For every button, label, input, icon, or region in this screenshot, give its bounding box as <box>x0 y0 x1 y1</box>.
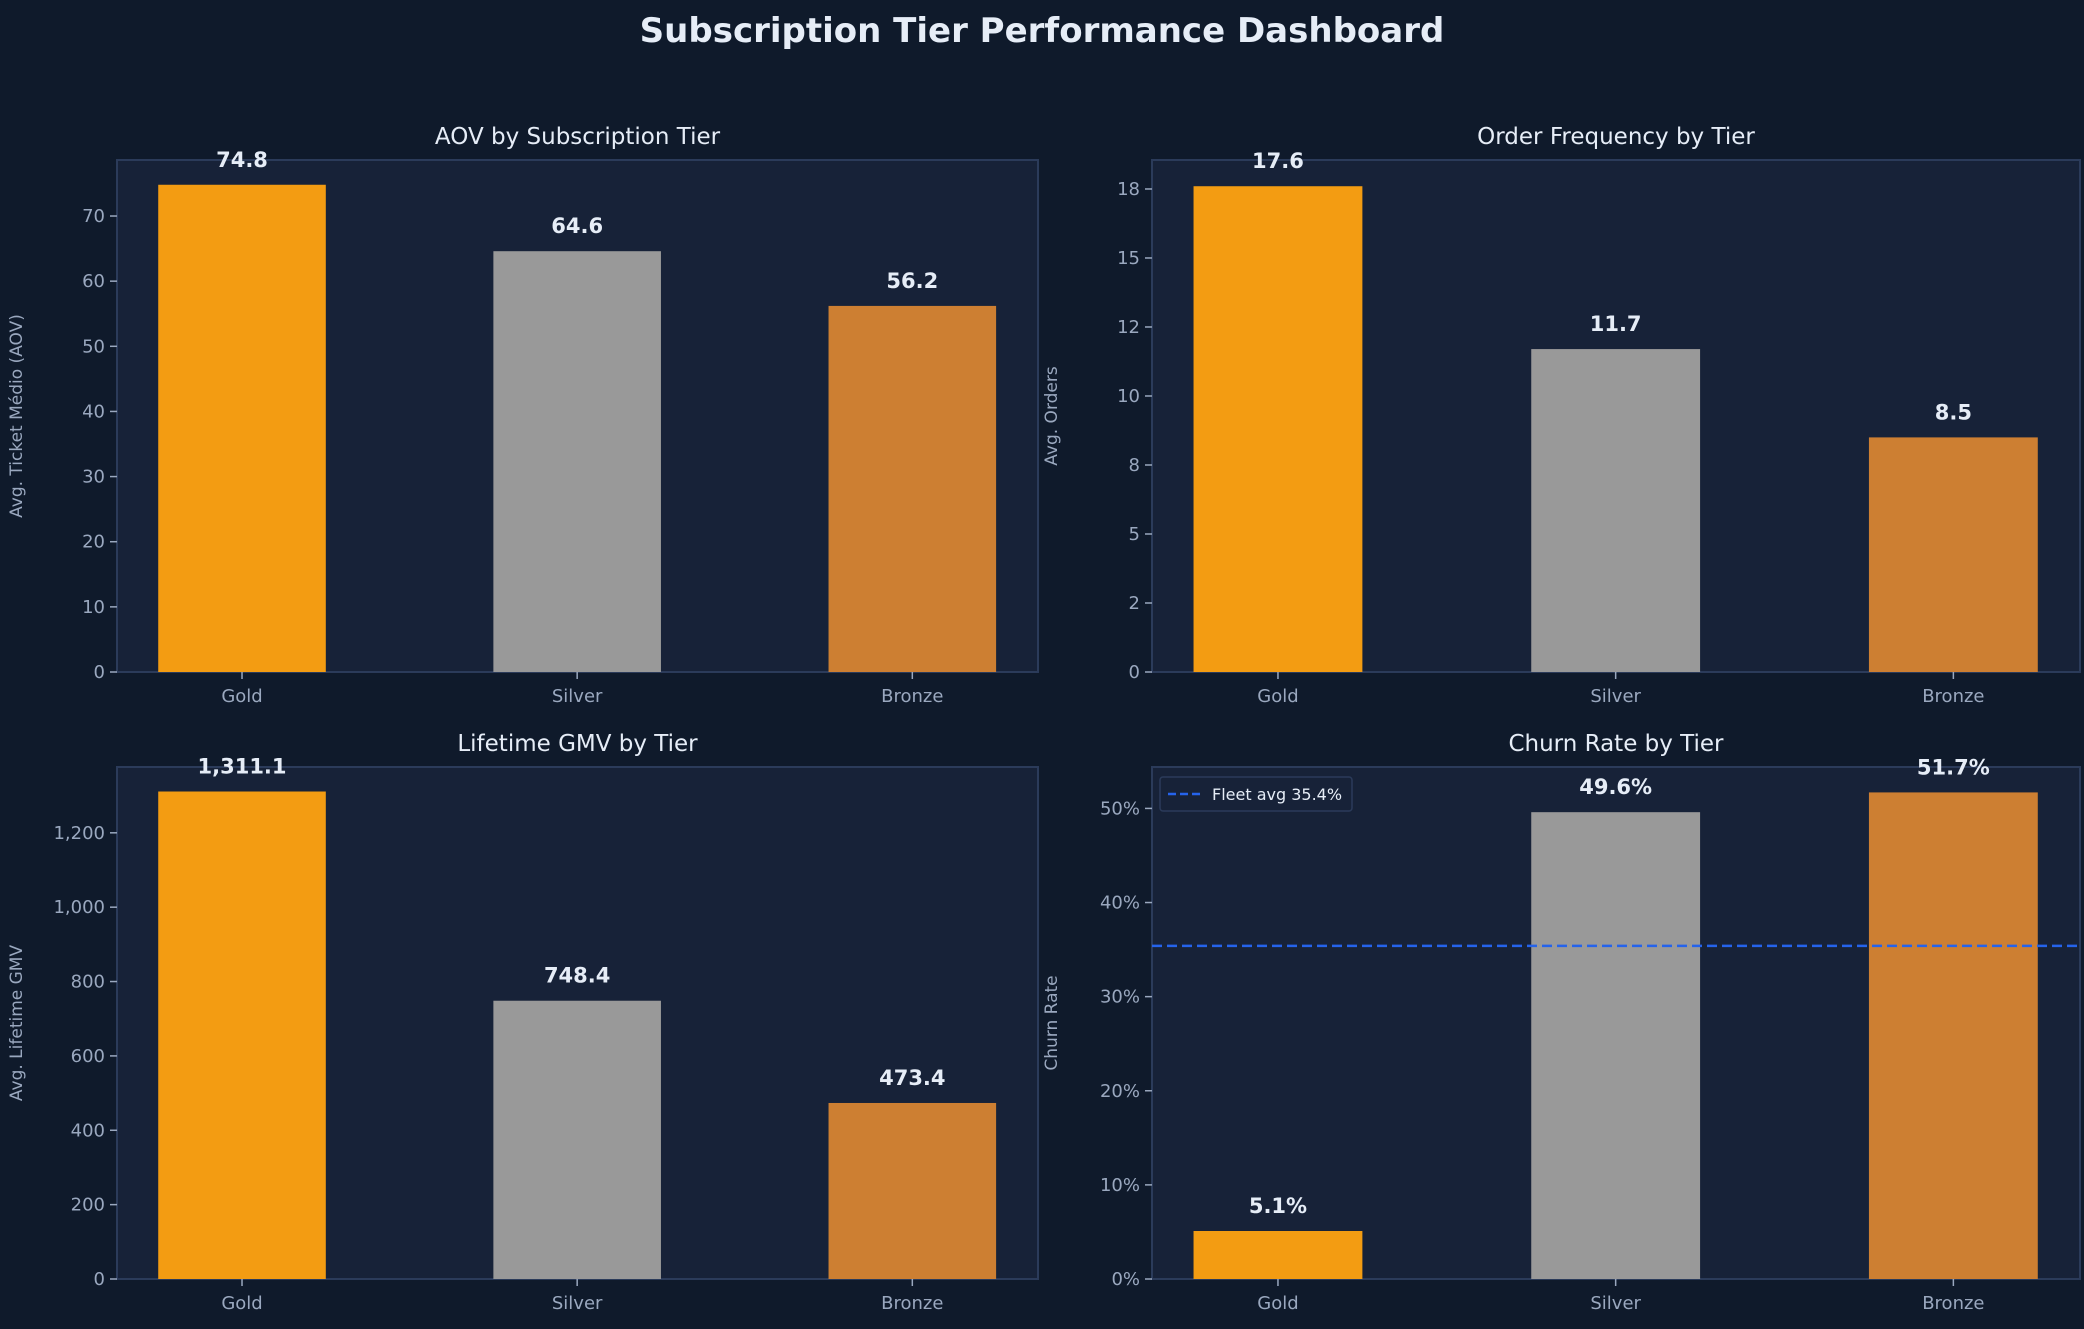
y-tick-label: 0% <box>1111 1269 1140 1290</box>
subplot-4: Churn Rate by Tier Churn Rate 0% 10% 20% 30% 4… <box>1042 731 2081 1314</box>
y-tick-label: 30% <box>1100 987 1140 1008</box>
bar-value-label: 74.8 <box>216 148 268 172</box>
bar-value-label: 748.4 <box>544 964 610 988</box>
y-tick-label: 600 <box>71 1046 105 1067</box>
subplot-3: Lifetime GMV by Tier Avg. Lifetime GMV 0 20… <box>7 731 1039 1314</box>
y-tick-label: 20% <box>1100 1081 1140 1102</box>
x-tick-label: Silver <box>552 686 603 707</box>
x-tick-label: Gold <box>1257 1293 1298 1314</box>
subplot-2: Order Frequency by Tier Avg. Orders 0 2 5 8 10… <box>1042 124 2081 707</box>
bar-silver <box>1531 812 1701 1279</box>
y-tick-label: 12 <box>1117 317 1140 338</box>
y-tick-label: 60 <box>82 271 105 292</box>
y-tick-label: 0 <box>94 662 105 683</box>
x-tick-label: Gold <box>221 1293 262 1314</box>
bar-gold <box>158 184 326 672</box>
y-axis-label: Avg. Ticket Médio (AOV) <box>7 314 27 518</box>
bar-gold <box>158 791 326 1279</box>
x-tick-label: Gold <box>221 686 262 707</box>
y-tick-label: 10 <box>1117 386 1140 407</box>
y-axis-label: Avg. Orders <box>1042 366 1062 466</box>
bar-value-label: 49.6% <box>1579 775 1652 799</box>
dashboard-title: Subscription Tier Performance Dashboard <box>640 11 1445 51</box>
x-tick-label: Silver <box>1590 686 1641 707</box>
y-tick-label: 10% <box>1100 1175 1140 1196</box>
subplot-1: AOV by Subscription Tier Avg. Ticket Médi… <box>7 124 1039 707</box>
bar-value-label: 64.6 <box>551 214 603 238</box>
y-axis-label: Avg. Lifetime GMV <box>7 945 27 1102</box>
y-tick-label: 50 <box>82 336 105 357</box>
y-tick-label: 2 <box>1129 593 1140 614</box>
bar-silver <box>493 251 661 672</box>
x-tick-label: Silver <box>1590 1293 1641 1314</box>
bar-value-label: 17.6 <box>1252 149 1304 173</box>
subplot-title: Churn Rate by Tier <box>1508 731 1724 757</box>
y-tick-label: 800 <box>71 972 105 993</box>
subplot-title: Order Frequency by Tier <box>1477 124 1755 150</box>
y-tick-label: 70 <box>82 206 105 227</box>
y-tick-label: 0 <box>94 1269 105 1290</box>
y-tick-label: 8 <box>1129 455 1140 476</box>
y-tick-label: 15 <box>1117 248 1140 269</box>
subplot-title: AOV by Subscription Tier <box>435 124 721 150</box>
x-tick-label: Bronze <box>881 1293 943 1314</box>
bar-gold <box>1193 186 1363 673</box>
bar-bronze <box>1868 437 2038 672</box>
bar-value-label: 473.4 <box>879 1066 945 1090</box>
bar-value-label: 56.2 <box>886 269 938 293</box>
bar-value-label: 51.7% <box>1917 755 1990 779</box>
bar-value-label: 5.1% <box>1249 1194 1307 1218</box>
y-axis-label: Churn Rate <box>1042 975 1062 1070</box>
y-tick-label: 40% <box>1100 893 1140 914</box>
y-tick-label: 400 <box>71 1120 105 1141</box>
x-tick-label: Bronze <box>1922 1293 1984 1314</box>
y-tick-label: 18 <box>1117 179 1140 200</box>
x-tick-label: Bronze <box>1922 686 1984 707</box>
y-tick-label: 1,000 <box>53 897 105 918</box>
x-tick-label: Gold <box>1257 686 1298 707</box>
x-tick-label: Bronze <box>881 686 943 707</box>
bar-silver <box>493 1000 661 1279</box>
y-tick-label: 1,200 <box>53 823 105 844</box>
y-tick-label: 50% <box>1100 798 1140 819</box>
subplot-title: Lifetime GMV by Tier <box>457 731 698 757</box>
bar-value-label: 1,311.1 <box>198 755 287 779</box>
bar-value-label: 11.7 <box>1590 312 1642 336</box>
legend-label: Fleet avg 35.4% <box>1212 785 1342 804</box>
y-tick-label: 40 <box>82 401 105 422</box>
y-tick-label: 5 <box>1129 524 1140 545</box>
bar-bronze <box>828 305 997 672</box>
legend: Fleet avg 35.4% <box>1159 776 1353 812</box>
bar-value-label: 8.5 <box>1935 400 1972 424</box>
y-tick-label: 30 <box>82 467 105 488</box>
y-tick-label: 10 <box>82 597 105 618</box>
bar-bronze <box>1868 792 2038 1279</box>
x-tick-label: Silver <box>552 1293 603 1314</box>
bar-gold <box>1193 1231 1363 1279</box>
y-tick-label: 0 <box>1129 662 1140 683</box>
y-tick-label: 200 <box>71 1195 105 1216</box>
y-tick-label: 20 <box>82 532 105 553</box>
legend-box <box>1159 776 1353 812</box>
bar-silver <box>1531 349 1701 672</box>
bar-bronze <box>828 1102 997 1279</box>
